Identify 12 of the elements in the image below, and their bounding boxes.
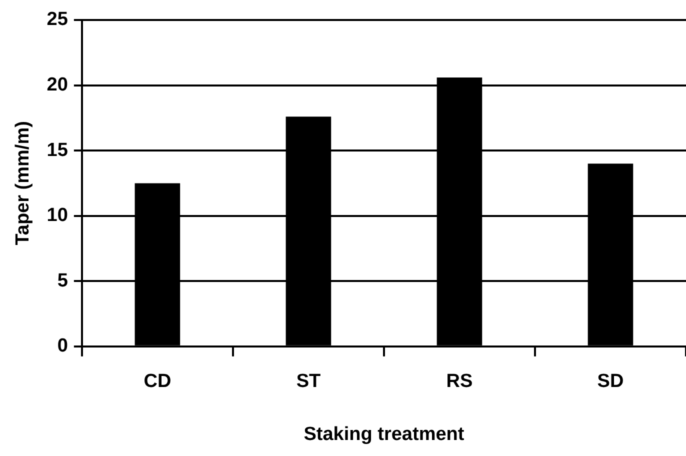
x-tick-label: ST: [296, 371, 321, 392]
y-tick-label: 20: [46, 74, 68, 96]
x-axis-title: Staking treatment: [304, 424, 465, 445]
y-tick-label: 5: [57, 270, 68, 292]
y-tick-label: 15: [46, 140, 68, 161]
y-axis-title: Taper (mm/m): [12, 121, 34, 246]
x-tick-label: RS: [446, 371, 473, 392]
x-tick-label: SD: [597, 371, 624, 392]
y-tick-label: 10: [46, 205, 68, 226]
y-tick-label: 25: [46, 9, 68, 30]
y-tick-label: 0: [57, 336, 68, 357]
x-tick-label: CD: [144, 371, 172, 392]
